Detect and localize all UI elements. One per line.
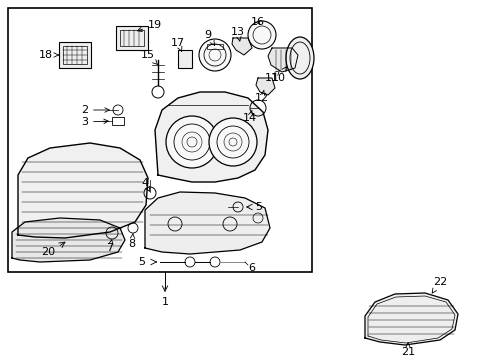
Polygon shape <box>145 192 269 254</box>
Bar <box>63 46 87 64</box>
Text: 6: 6 <box>247 263 254 273</box>
Text: 2: 2 <box>81 105 109 115</box>
Text: 18: 18 <box>39 50 59 60</box>
Text: 9: 9 <box>204 30 214 45</box>
Circle shape <box>208 118 257 166</box>
Bar <box>206 44 223 49</box>
Bar <box>8 8 311 272</box>
Ellipse shape <box>285 37 313 79</box>
Text: 17: 17 <box>171 38 184 51</box>
Polygon shape <box>12 218 125 262</box>
Circle shape <box>199 39 230 71</box>
Text: 20: 20 <box>41 247 55 257</box>
Text: 3: 3 <box>81 117 108 127</box>
Text: 4: 4 <box>141 178 149 191</box>
Bar <box>59 42 91 68</box>
Polygon shape <box>231 38 251 55</box>
Text: 22: 22 <box>431 277 446 293</box>
Text: 15: 15 <box>141 50 158 65</box>
Polygon shape <box>267 48 297 72</box>
Circle shape <box>165 116 218 168</box>
Text: 7: 7 <box>106 240 113 253</box>
Polygon shape <box>364 293 457 345</box>
Text: 19: 19 <box>137 20 162 32</box>
Text: 10: 10 <box>271 67 286 83</box>
Text: 13: 13 <box>230 27 244 41</box>
Text: 8: 8 <box>128 233 135 249</box>
Text: 11: 11 <box>264 70 279 83</box>
Circle shape <box>247 21 275 49</box>
Text: 5: 5 <box>138 257 145 267</box>
Polygon shape <box>256 78 274 95</box>
Text: 14: 14 <box>243 110 257 123</box>
Text: 12: 12 <box>254 90 268 103</box>
Bar <box>112 117 124 125</box>
Text: 16: 16 <box>250 17 264 27</box>
Bar <box>178 50 192 68</box>
Text: 21: 21 <box>400 343 414 357</box>
Polygon shape <box>155 92 267 182</box>
Bar <box>116 26 148 50</box>
Text: 1: 1 <box>161 297 168 307</box>
Polygon shape <box>18 143 148 238</box>
Bar <box>120 30 143 46</box>
Text: 5: 5 <box>254 202 262 212</box>
